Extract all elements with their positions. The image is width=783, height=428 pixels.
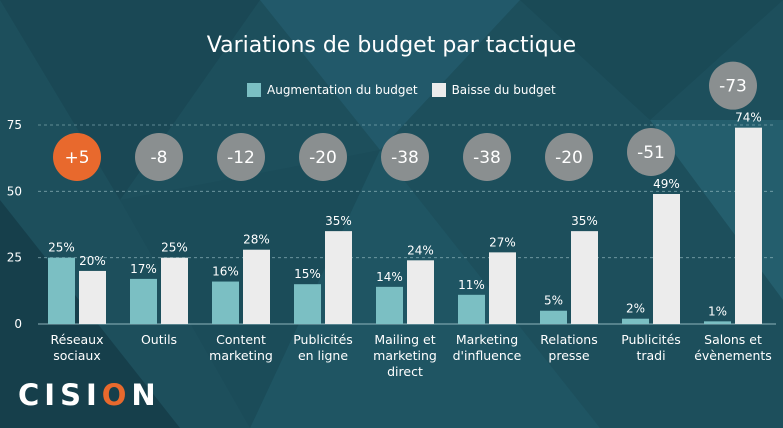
category-label: en ligne <box>298 348 348 363</box>
bar-decrease <box>735 127 762 324</box>
category-label: Relations <box>540 332 597 347</box>
net-change-label: -38 <box>473 148 501 168</box>
net-change-label: -38 <box>391 148 419 168</box>
bar-decrease <box>79 270 106 324</box>
chart-title: Variations de budget par tactique <box>206 33 577 58</box>
bar-decrease <box>653 193 680 324</box>
net-change-label: -20 <box>555 148 583 168</box>
net-change-label: +5 <box>64 148 89 168</box>
bar-increase <box>704 321 731 324</box>
net-change-badge <box>53 133 101 181</box>
bar-increase <box>622 318 649 324</box>
bar-increase <box>212 281 239 324</box>
net-change-label: -51 <box>637 143 665 163</box>
category-label: marketing <box>373 348 437 363</box>
net-change-badge <box>627 127 675 176</box>
net-change-badge <box>135 133 183 181</box>
data-label: 27% <box>489 235 516 249</box>
data-label: 49% <box>653 177 680 191</box>
bar-increase <box>376 286 403 324</box>
y-tick-label: 0 <box>14 317 22 331</box>
bar-decrease <box>161 257 188 324</box>
bar-increase <box>48 257 75 324</box>
y-tick-label: 50 <box>7 184 22 198</box>
data-label: 25% <box>48 241 75 255</box>
legend: Augmentation du budget Baisse du budget <box>247 83 570 97</box>
logo-text-3: N <box>131 378 161 412</box>
bar-increase <box>540 310 567 324</box>
category-label: Publicités <box>621 332 681 347</box>
category-label: d'influence <box>453 348 522 363</box>
bar-increase <box>294 284 321 324</box>
net-change-badge <box>463 133 511 181</box>
net-change-badge <box>299 133 347 181</box>
data-label: 16% <box>212 265 239 279</box>
data-label: 15% <box>294 267 321 281</box>
data-label: 11% <box>458 278 485 292</box>
category-label: évènements <box>694 348 772 363</box>
net-change-label: -20 <box>309 148 337 168</box>
bar-increase <box>458 294 485 324</box>
net-change-label: -73 <box>719 77 747 97</box>
legend-swatch-increase <box>247 83 261 97</box>
category-label: presse <box>548 348 590 363</box>
net-change-label: -12 <box>227 148 255 168</box>
legend-label-decrease: Baisse du budget <box>451 83 556 97</box>
data-label: 17% <box>130 262 157 276</box>
net-change-badge <box>545 133 593 181</box>
bar-decrease <box>325 231 352 324</box>
legend-item-decrease: Baisse du budget <box>431 83 556 97</box>
category-label: tradi <box>636 348 665 363</box>
category-label: Mailing et <box>374 332 435 347</box>
cision-logo: CISION <box>18 378 161 412</box>
category-label: Outils <box>141 332 177 347</box>
category-label: Publicités <box>293 332 353 347</box>
legend-swatch-decrease <box>431 83 446 97</box>
category-label: Salons et <box>704 332 762 347</box>
bar-decrease <box>407 260 434 324</box>
data-label: 28% <box>243 233 270 247</box>
legend-item-increase: Augmentation du budget <box>247 83 418 97</box>
net-change-badge <box>709 61 757 110</box>
net-change-badge <box>217 133 265 181</box>
category-label: Marketing <box>456 332 518 347</box>
data-label: 2% <box>626 302 645 316</box>
category-label: Réseaux <box>51 332 104 347</box>
data-label: 1% <box>708 304 727 318</box>
category-label: marketing <box>209 348 273 363</box>
category-label: direct <box>387 364 423 379</box>
legend-label-increase: Augmentation du budget <box>267 83 418 97</box>
data-label: 74% <box>735 111 762 125</box>
bar-decrease <box>243 249 270 324</box>
data-label: 35% <box>571 214 598 228</box>
data-label: 14% <box>376 270 403 284</box>
y-tick-label: 25 <box>7 251 22 265</box>
data-label: 25% <box>161 241 188 255</box>
y-tick-label: 75 <box>7 118 22 132</box>
data-label: 24% <box>407 243 434 257</box>
data-label: 20% <box>79 254 106 268</box>
bar-decrease <box>571 231 598 324</box>
net-change-label: -8 <box>151 148 168 168</box>
bar-increase <box>130 278 157 324</box>
data-label: 5% <box>544 294 563 308</box>
logo-text-1: CISI <box>18 378 102 412</box>
category-label: sociaux <box>53 348 101 363</box>
net-change-badge <box>381 133 429 181</box>
data-label: 35% <box>325 214 352 228</box>
bar-decrease <box>489 252 516 324</box>
logo-text-2: O <box>101 378 132 412</box>
category-label: Content <box>216 332 266 347</box>
